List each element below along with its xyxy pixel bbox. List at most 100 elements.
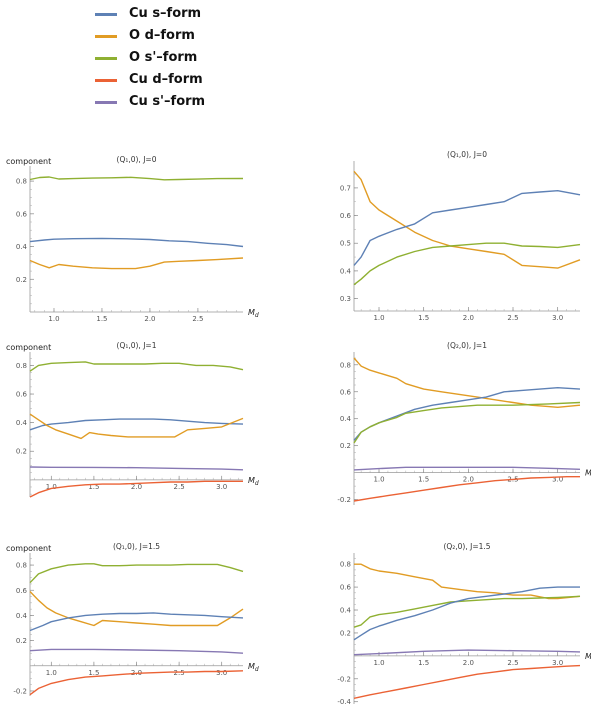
chart-panel: (Q₂,0), J=11.0 1.5 2.0 2.5 3.0-0.20.20.40.60…	[337, 341, 591, 505]
series-line	[29, 413, 244, 440]
y-axis-label: component	[6, 343, 51, 352]
x-tick-label: 2.0	[463, 314, 474, 322]
legend-swatch	[95, 79, 117, 82]
x-tick-label: 1.5	[418, 314, 429, 322]
series-line	[354, 563, 581, 600]
series-line	[353, 242, 581, 286]
x-tick-label: 1.5	[88, 483, 99, 491]
legend-swatch	[95, 35, 117, 38]
y-axis-label: component	[6, 157, 51, 166]
x-tick-label: 1.0	[48, 315, 59, 323]
x-tick-label: 1.0	[46, 669, 57, 677]
series-line	[353, 595, 581, 628]
x-tick-label: 2.5	[507, 314, 518, 322]
y-tick-label: 0.2	[16, 637, 27, 645]
y-tick-label: 0.3	[340, 295, 351, 303]
y-tick-label: 0.2	[16, 276, 27, 284]
series-line	[29, 648, 244, 654]
x-axis-label: Md	[585, 652, 591, 663]
panel-title: (Q₁,0), J=0	[447, 150, 487, 159]
chart-panel: (Q₂,0), J=1.5 1.0 1.5 2.0 2.5 3.0 -0.4 -0.2 0.2 0…	[337, 542, 591, 706]
legend-label: Cu d–form	[129, 72, 203, 87]
panel-title: (Q₁,0), J=1	[117, 341, 157, 350]
y-tick-label: 0.8	[16, 362, 27, 370]
y-tick-label: 0.6	[340, 388, 352, 396]
series-line	[353, 357, 581, 408]
y-tick-label: 0.8	[340, 561, 351, 569]
y-tick-label: 0.6	[340, 584, 352, 592]
chart-panel: (Q₁,0), J=0 1.0 1.5 2.0 2.5 3.0 0.3 0.4 0.5 0.6 0.…	[340, 150, 581, 322]
y-tick-label: 0.6	[16, 210, 28, 218]
panel-title: (Q₁,0), J=1.5	[113, 542, 160, 551]
series-line	[353, 170, 581, 269]
y-tick-label: 0.2	[340, 629, 351, 637]
series-line	[29, 563, 244, 584]
y-tick-label: 0.2	[340, 442, 351, 450]
series-line	[353, 466, 581, 471]
x-axis-label: Md	[585, 469, 591, 480]
x-tick-label: 2.5	[192, 315, 203, 323]
series-line	[29, 361, 244, 372]
series-line	[353, 664, 581, 699]
y-tick-label: 0.4	[340, 415, 352, 423]
legend-label: Cu s–form	[129, 6, 202, 21]
x-axis-label-subscript: d	[255, 312, 259, 319]
y-tick-label: 0.4	[16, 612, 28, 620]
x-tick-label: 2.0	[144, 315, 155, 323]
y-tick-label: -0.2	[337, 496, 351, 504]
legend-label: O s'–form	[129, 50, 198, 65]
x-tick-label: 1.0	[373, 314, 384, 322]
legend-swatch	[95, 57, 117, 60]
y-tick-label: 0.6	[340, 212, 352, 220]
chart-panel: (Q₁,0), J=0 component 1.0 1.5 2.0 2.5 0.2 0.4 0.…	[6, 155, 259, 323]
y-tick-label: 0.5	[340, 240, 351, 248]
series-line	[353, 649, 581, 656]
y-tick-label: 0.8	[16, 562, 27, 570]
x-axis-label: Md	[248, 308, 259, 319]
x-tick-label: 2.5	[507, 659, 518, 667]
series-line	[29, 257, 244, 270]
x-tick-label: 1.0	[46, 483, 57, 491]
legend-item: Cu d–form	[95, 71, 215, 89]
y-tick-label: 0.4	[16, 243, 28, 251]
legend-label: Cu s'–form	[129, 94, 206, 109]
x-axis-label: Md	[248, 662, 259, 673]
y-tick-label: 0.2	[16, 448, 27, 456]
legend-item: Cu s'–form	[95, 93, 215, 111]
series-line	[29, 480, 243, 498]
y-tick-label: 0.7	[340, 184, 351, 192]
series-line	[353, 401, 581, 444]
x-tick-label: 3.0	[552, 476, 563, 484]
x-tick-label: 2.0	[463, 476, 474, 484]
x-tick-label: 2.0	[463, 659, 474, 667]
panel-title: (Q₁,0), J=0	[117, 155, 157, 164]
panel-title: (Q₂,0), J=1	[447, 341, 487, 350]
legend-item: O s'–form	[95, 49, 215, 67]
x-tick-label: 1.0	[373, 476, 384, 484]
series-line	[353, 476, 580, 502]
x-tick-label: 1.5	[96, 315, 107, 323]
x-axis-label-subscript: d	[255, 666, 259, 673]
x-tick-label: 3.0	[552, 314, 563, 322]
x-tick-label: 1.0	[373, 659, 384, 667]
series-line	[353, 586, 580, 641]
x-tick-label: 1.5	[418, 659, 429, 667]
series-line	[29, 176, 244, 181]
y-tick-label: -0.4	[337, 698, 351, 706]
x-tick-label: 1.5	[88, 669, 99, 677]
y-tick-label: 0.6	[16, 587, 28, 595]
legend-item: Cu s–form	[95, 5, 215, 23]
x-axis-label: Md	[248, 476, 259, 487]
y-tick-label: 0.6	[16, 391, 28, 399]
y-tick-label: -0.2	[13, 687, 27, 695]
legend-swatch	[95, 13, 117, 16]
y-tick-label: 0.4	[340, 607, 352, 615]
x-tick-label: 3.0	[552, 659, 563, 667]
panel-title: (Q₂,0), J=1.5	[443, 542, 490, 551]
y-tick-label: 0.4	[340, 267, 352, 275]
legend-swatch	[95, 101, 117, 104]
x-tick-label: 3.0	[216, 669, 227, 677]
y-tick-label: 0.8	[340, 361, 351, 369]
